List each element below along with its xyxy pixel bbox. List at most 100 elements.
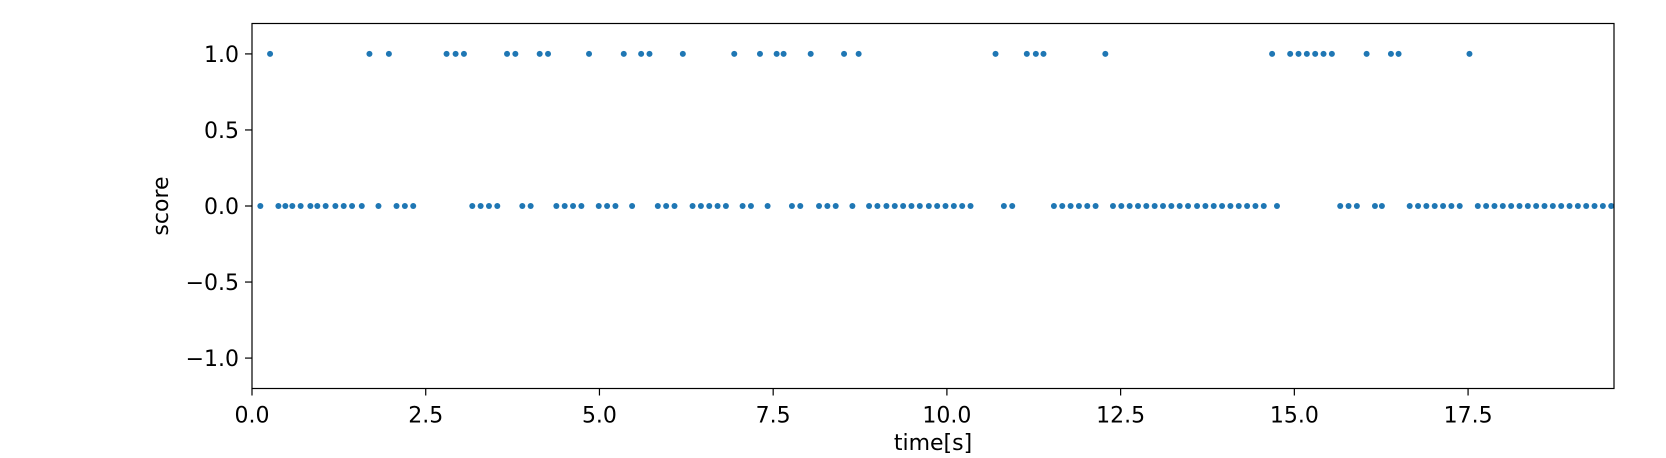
- data-point: [561, 203, 568, 209]
- data-point: [1566, 203, 1573, 209]
- data-point: [764, 203, 771, 209]
- data-point: [1009, 203, 1016, 209]
- data-point: [314, 203, 321, 209]
- x-tick-label: 0.0: [235, 404, 270, 429]
- data-point: [816, 203, 823, 209]
- y-tick-label: 1.0: [204, 43, 239, 68]
- data-point: [1466, 50, 1473, 57]
- data-point: [1134, 203, 1141, 209]
- data-point: [385, 50, 392, 57]
- data-point: [578, 203, 585, 209]
- x-tick-label: 5.0: [582, 404, 617, 429]
- data-point: [1440, 203, 1447, 209]
- data-point: [257, 203, 264, 209]
- data-point: [586, 50, 593, 57]
- data-point: [1591, 203, 1598, 209]
- data-point: [1273, 203, 1280, 209]
- data-point: [1075, 203, 1082, 209]
- data-point: [469, 203, 476, 209]
- x-tick-label: 12.5: [1096, 404, 1145, 429]
- data-point: [570, 203, 577, 209]
- data-point: [401, 203, 408, 209]
- data-point: [1499, 203, 1506, 209]
- data-point: [891, 203, 898, 209]
- data-point: [756, 50, 763, 57]
- data-point: [841, 50, 848, 57]
- data-point: [638, 50, 645, 57]
- data-point: [1574, 203, 1581, 209]
- data-point: [1287, 50, 1294, 57]
- data-point: [689, 203, 696, 209]
- data-point: [267, 50, 274, 57]
- data-point: [832, 203, 839, 209]
- data-point: [1395, 50, 1402, 57]
- y-tick-label: 0.5: [204, 119, 239, 144]
- data-point: [460, 50, 467, 57]
- y-tick-label: 0.0: [204, 195, 239, 220]
- data-point: [950, 203, 957, 209]
- data-point: [1508, 203, 1515, 209]
- data-point: [1295, 50, 1302, 57]
- data-point: [797, 203, 804, 209]
- plot-frame: [251, 22, 1615, 390]
- data-point: [1599, 203, 1606, 209]
- data-point: [1415, 203, 1422, 209]
- data-point: [366, 50, 373, 57]
- data-point: [297, 203, 304, 209]
- data-point: [322, 203, 329, 209]
- data-point: [807, 50, 814, 57]
- data-point: [1227, 203, 1234, 209]
- data-point: [1583, 203, 1590, 209]
- data-point: [942, 203, 949, 209]
- data-point: [340, 203, 347, 209]
- data-point: [773, 50, 780, 57]
- data-point: [1050, 203, 1057, 209]
- data-point: [393, 203, 400, 209]
- data-point: [1378, 203, 1385, 209]
- data-point: [824, 203, 831, 209]
- data-point: [874, 203, 881, 209]
- data-point: [866, 203, 873, 209]
- data-point: [545, 50, 552, 57]
- data-point: [916, 203, 923, 209]
- data-point: [1371, 203, 1378, 209]
- data-point: [1269, 50, 1276, 57]
- data-point: [595, 203, 602, 209]
- data-point: [1109, 203, 1116, 209]
- data-point: [697, 203, 704, 209]
- data-point: [1160, 203, 1167, 209]
- data-point: [1558, 203, 1565, 209]
- data-point: [443, 50, 450, 57]
- data-point: [967, 203, 974, 209]
- data-point: [553, 203, 560, 209]
- data-point: [289, 203, 296, 209]
- data-point: [883, 203, 890, 209]
- data-point: [1337, 203, 1344, 209]
- data-point: [1533, 203, 1540, 209]
- data-point: [1252, 203, 1259, 209]
- data-point: [1456, 203, 1463, 209]
- data-point: [504, 50, 511, 57]
- data-point: [1363, 50, 1370, 57]
- data-point: [739, 203, 746, 209]
- data-point: [1151, 203, 1158, 209]
- data-point: [1516, 203, 1523, 209]
- x-axis-label: time[s]: [894, 431, 972, 456]
- data-point: [1483, 203, 1490, 209]
- data-point: [1541, 203, 1548, 209]
- data-point: [332, 203, 339, 209]
- data-point: [1524, 203, 1531, 209]
- data-point: [1032, 50, 1039, 57]
- y-tick-label: −0.5: [186, 271, 239, 296]
- x-tick-label: 2.5: [408, 404, 443, 429]
- data-point: [485, 203, 492, 209]
- data-point: [1118, 203, 1125, 209]
- data-point: [1474, 203, 1481, 209]
- data-point: [1312, 50, 1319, 57]
- data-point: [679, 50, 686, 57]
- data-point: [731, 50, 738, 57]
- data-point: [663, 203, 670, 209]
- data-point: [646, 50, 653, 57]
- data-point: [1143, 203, 1150, 209]
- data-point: [925, 203, 932, 209]
